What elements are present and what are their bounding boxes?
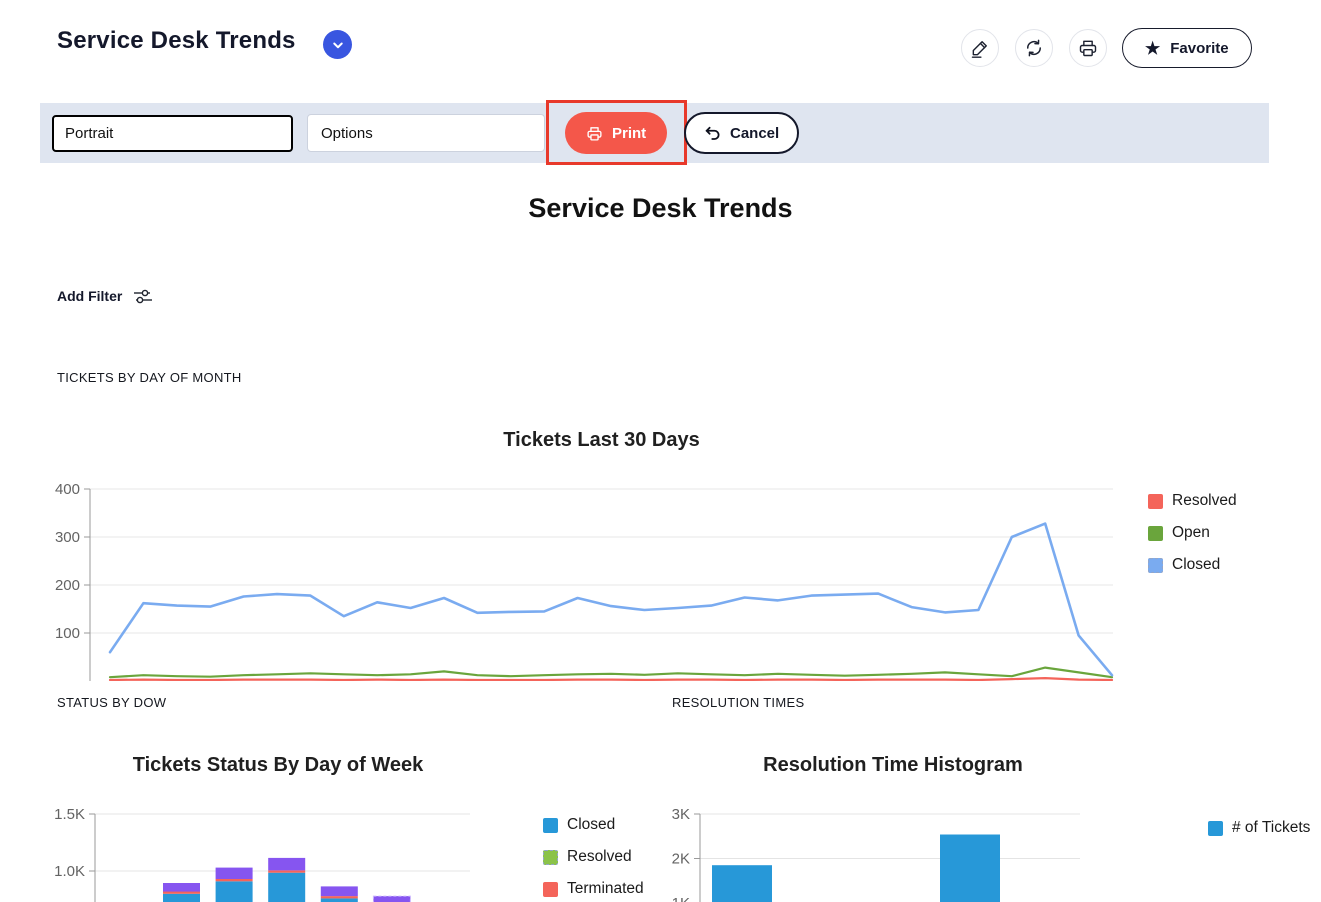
printer-icon [587,126,602,141]
num-tickets-swatch [1208,820,1223,836]
svg-text:1K: 1K [672,895,690,902]
printer-icon [1079,40,1097,57]
add-filter-label: Add Filter [57,288,123,304]
tickets-last-30-days-chart: 100 200 300 400 [55,481,1114,681]
star-icon: ★ [1145,38,1161,58]
svg-text:1.0K: 1.0K [55,863,85,880]
svg-text:3K: 3K [672,806,690,823]
open-swatch [1148,525,1163,541]
legend-label: Closed [1172,556,1221,573]
cancel-label: Cancel [730,124,780,142]
edit-button[interactable] [961,29,999,67]
favorite-label: Favorite [1170,39,1229,57]
legend-label: # of Tickets [1232,819,1311,836]
filter-sliders-icon [134,289,153,303]
legend-label: Open [1172,524,1210,541]
favorite-button[interactable]: ★ Favorite [1122,28,1252,68]
legend-label: Resolved [1172,492,1237,509]
svg-text:2K: 2K [672,851,690,868]
legend-item-closed[interactable]: Closed [543,816,644,834]
options-label: Options [321,124,373,142]
undo-icon [705,126,720,140]
resolution-chart-title: Resolution Time Histogram [763,754,1023,776]
legend-item-num-tickets[interactable]: # of Tickets [1208,819,1310,837]
pencil-icon [971,41,987,58]
legend-label: Closed [567,816,616,833]
options-dropdown[interactable]: Options [307,114,545,152]
add-filter-button[interactable]: Add Filter [57,288,153,304]
tickets-status-by-dow-chart: 1.0K 1.5K [55,806,470,902]
section-label-resolution-times: RESOLUTION TIMES [672,695,805,710]
title-dropdown-button[interactable] [323,30,352,59]
legend-label: Terminated [567,880,644,897]
line-chart-legend: Resolved Open Closed [1148,492,1237,574]
section-label-tickets-by-day-of-month: TICKETS BY DAY OF MONTH [57,370,242,385]
legend-item-resolved[interactable]: Resolved [1148,492,1237,510]
print-label: Print [612,124,647,142]
closed-swatch [1148,557,1163,573]
chevron-down-icon [332,42,343,48]
legend-item-resolved[interactable]: Resolved [543,848,644,866]
refresh-icon [1027,39,1041,57]
svg-text:300: 300 [55,529,80,546]
legend-item-terminated[interactable]: Terminated [543,880,644,898]
terminated-swatch [543,881,558,897]
svg-text:200: 200 [55,577,80,594]
portrait-input[interactable] [52,115,293,152]
line-chart-title: Tickets Last 30 Days [503,429,700,451]
svg-text:1.5K: 1.5K [55,806,85,823]
resolution-chart-legend: # of Tickets [1208,819,1310,837]
legend-item-closed[interactable]: Closed [1148,556,1237,574]
legend-item-open[interactable]: Open [1148,524,1237,542]
resolved-swatch [543,849,558,865]
section-label-status-by-dow: STATUS BY DOW [57,695,167,710]
resolution-time-histogram-chart: 1K 2K 3K [672,806,1080,902]
print-icon-button[interactable] [1069,29,1107,67]
refresh-button[interactable] [1015,29,1053,67]
page-title: Service Desk Trends [57,27,296,54]
legend-label: Resolved [567,848,632,865]
svg-text:100: 100 [55,625,80,642]
closed-swatch [543,817,558,833]
report-heading: Service Desk Trends [528,193,793,223]
svg-text:400: 400 [55,481,80,498]
resolved-swatch [1148,493,1163,509]
dow-chart-title: Tickets Status By Day of Week [132,754,424,776]
cancel-button[interactable]: Cancel [684,112,800,154]
dow-chart-legend: Closed Resolved Terminated [543,816,644,898]
print-button[interactable]: Print [565,112,668,154]
